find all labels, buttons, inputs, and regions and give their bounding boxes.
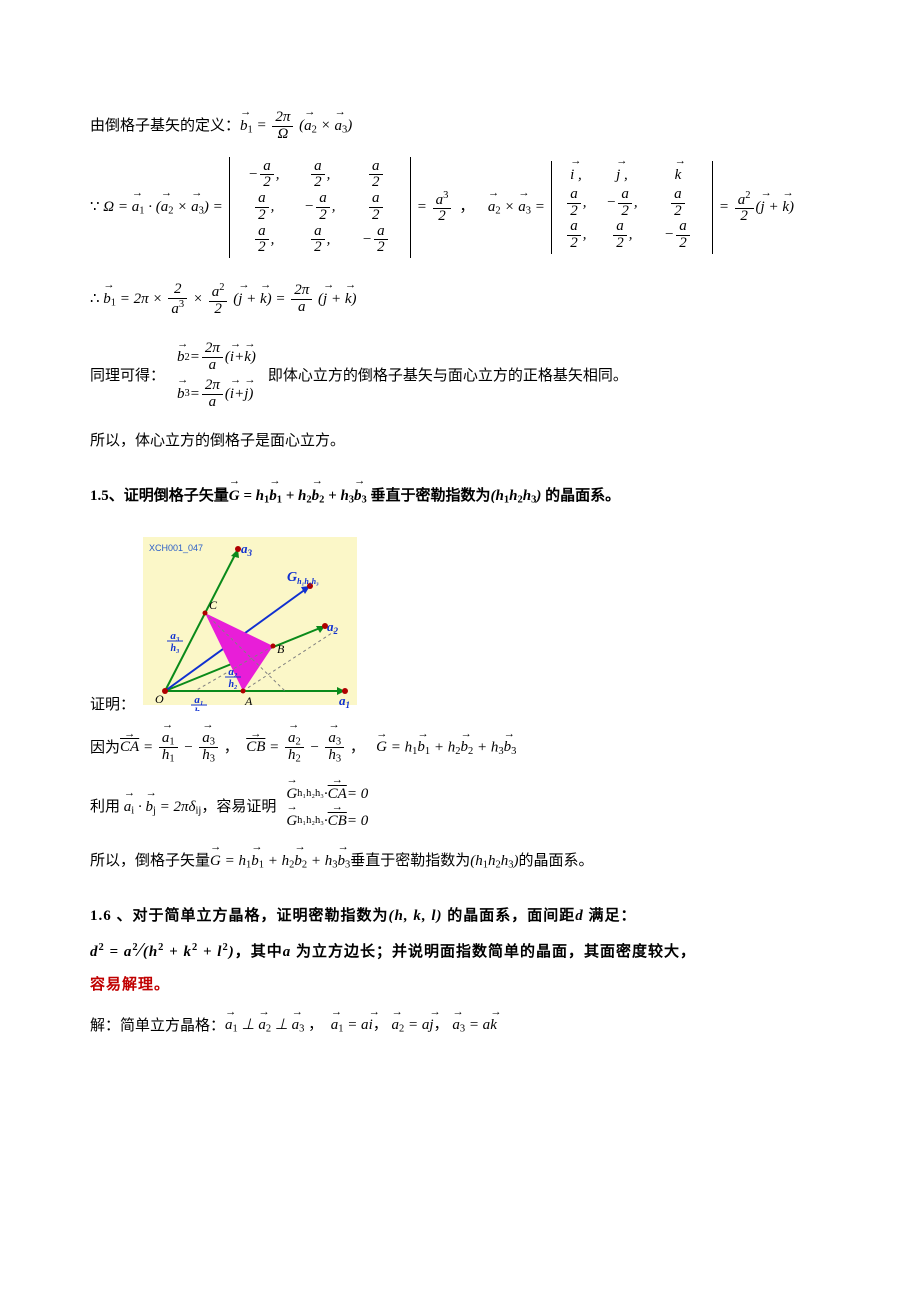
miller-diagram: XCH001_047 xyxy=(135,531,365,711)
omega-result: = a32 xyxy=(417,190,454,225)
line-ca-cb-g: 因为 CA = a1h1 − a3h3 ， CB = a2h2 − a3h3 ，… xyxy=(90,731,830,765)
line-suoyi2: 所以，倒格子矢量G = h1b1 + h2b2 + h3b3 垂直于密勒指数为(… xyxy=(90,850,830,873)
text-tongli-tail: 即体心立方的倒格子基矢与面心立方的正格基矢相同。 xyxy=(268,365,628,388)
svg-text:h₁: h₁ xyxy=(194,707,203,711)
svg-text:B: B xyxy=(277,642,285,656)
stack-b2b3: b2 = 2πa(i + k) b3 = 2πa(i + j) xyxy=(177,337,256,414)
svg-text:a₃: a₃ xyxy=(170,630,180,642)
svg-text:A: A xyxy=(244,694,253,708)
heading-1-5: 1.5、证明倒格子矢量G = h1b1 + h2b2 + h3b3 垂直于密勒指… xyxy=(90,481,830,511)
line-jie: 解：简单立方晶格： a1 ⊥ a2 ⊥ a3 ， a1 = ai， a2 = a… xyxy=(90,1014,830,1037)
heading-1-6: 1.6 、对于简单立方晶格，证明密勒指数为(h, k, l) 的晶面系，面间距d… xyxy=(90,901,830,1000)
determinant-1: −a2,a2,a2 a2,−a2,a2 a2,a2,−a2 xyxy=(229,157,411,259)
svg-text:C: C xyxy=(209,598,218,612)
svg-text:h₂: h₂ xyxy=(228,679,237,690)
row-diagram: 证明： XCH001_047 xyxy=(90,525,830,717)
sep: ， xyxy=(459,196,482,219)
svg-text:O: O xyxy=(155,692,164,706)
line-liyong: 利用 ai · bj = 2πδij ，容易证明 Gh₁h₂h₃ · CA = … xyxy=(90,779,830,836)
text-intro: 由倒格子基矢的定义： xyxy=(90,115,240,138)
determinant-2: i ,j ,k a2,−a2,a2 a2,a2,−a2 xyxy=(551,161,713,254)
diagram-tag: XCH001_047 xyxy=(149,543,203,553)
text-tongli: 同理可得： xyxy=(90,365,165,388)
svg-text:h₃: h₃ xyxy=(170,643,179,654)
a2xa3-lhs: a2 × a3 = xyxy=(488,196,545,219)
line-b1-result: ∴ b1 = 2π × 2a3 × a22 (j + k) = 2πa (j +… xyxy=(90,282,830,317)
omega-lhs: ∵ Ω = a1 · (a2 × a3) = xyxy=(90,196,223,219)
text-zhengming: 证明： xyxy=(90,694,135,717)
a2xa3-result: = a22(j + k) xyxy=(719,190,794,225)
line-omega-determinants: ∵ Ω = a1 · (a2 × a3) = −a2,a2,a2 a2,−a2,… xyxy=(90,157,830,259)
line-b2b3: 同理可得： b2 = 2πa(i + k) b3 = 2πa(i + j) 即体… xyxy=(90,337,830,414)
line-b1-definition: 由倒格子基矢的定义： b1 = 2πΩ (a2 × a3) xyxy=(90,110,830,143)
line-suoyi1: 所以，体心立方的倒格子是面心立方。 xyxy=(90,430,830,453)
eq-b1-def: b1 = 2πΩ (a2 × a3) xyxy=(240,110,352,143)
svg-text:a₂: a₂ xyxy=(228,666,238,678)
svg-text:a₁: a₁ xyxy=(194,694,203,706)
text-red-jieli: 容易解理。 xyxy=(90,977,170,993)
